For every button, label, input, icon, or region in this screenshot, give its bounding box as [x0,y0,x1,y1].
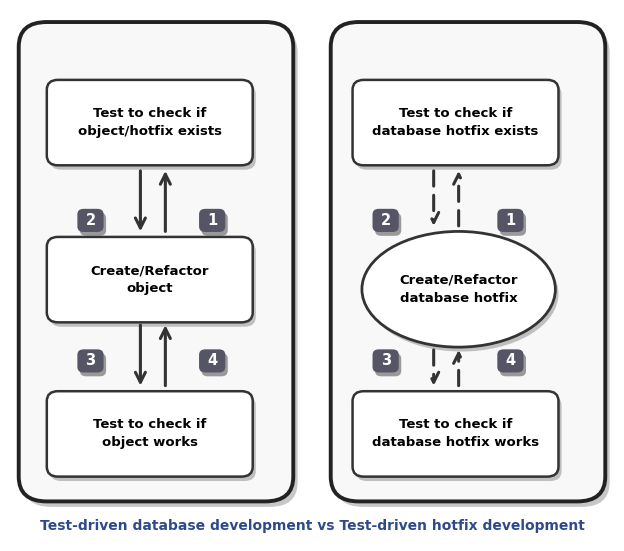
Text: Test to check if
object works: Test to check if object works [93,418,207,450]
Text: Test to check if
object/hotfix exists: Test to check if object/hotfix exists [78,107,222,138]
FancyBboxPatch shape [199,209,225,232]
FancyBboxPatch shape [202,353,228,376]
FancyBboxPatch shape [47,237,253,322]
FancyBboxPatch shape [50,241,256,327]
FancyBboxPatch shape [500,213,526,236]
Text: Test to check if
database hotfix works: Test to check if database hotfix works [372,418,539,450]
Text: 2: 2 [85,213,95,228]
FancyBboxPatch shape [47,391,253,477]
FancyBboxPatch shape [375,353,401,376]
Text: 4: 4 [207,353,217,369]
Text: 3: 3 [381,353,391,369]
FancyBboxPatch shape [353,80,558,165]
Text: 1: 1 [505,213,515,228]
FancyBboxPatch shape [19,22,293,501]
Ellipse shape [362,231,555,347]
Text: Test to check if
database hotfix exists: Test to check if database hotfix exists [373,107,539,138]
Ellipse shape [365,236,558,352]
Text: 3: 3 [85,353,95,369]
Text: Create/Refactor
object: Create/Refactor object [90,264,209,295]
FancyBboxPatch shape [373,349,399,372]
FancyBboxPatch shape [77,209,104,232]
Text: 2: 2 [381,213,391,228]
FancyBboxPatch shape [497,349,524,372]
FancyBboxPatch shape [497,209,524,232]
Text: Test-driven database development vs Test-driven hotfix development: Test-driven database development vs Test… [39,519,585,533]
Text: 1: 1 [207,213,217,228]
FancyBboxPatch shape [80,353,106,376]
FancyBboxPatch shape [23,28,298,507]
Text: Create/Refactor
database hotfix: Create/Refactor database hotfix [399,274,518,305]
FancyBboxPatch shape [50,396,256,481]
FancyBboxPatch shape [335,28,610,507]
FancyBboxPatch shape [80,213,106,236]
FancyBboxPatch shape [356,396,562,481]
FancyBboxPatch shape [199,349,225,372]
FancyBboxPatch shape [375,213,401,236]
FancyBboxPatch shape [500,353,526,376]
Text: 4: 4 [505,353,515,369]
FancyBboxPatch shape [356,84,562,170]
FancyBboxPatch shape [47,80,253,165]
FancyBboxPatch shape [202,213,228,236]
FancyBboxPatch shape [373,209,399,232]
FancyBboxPatch shape [50,84,256,170]
FancyBboxPatch shape [77,349,104,372]
FancyBboxPatch shape [331,22,605,501]
FancyBboxPatch shape [353,391,558,477]
